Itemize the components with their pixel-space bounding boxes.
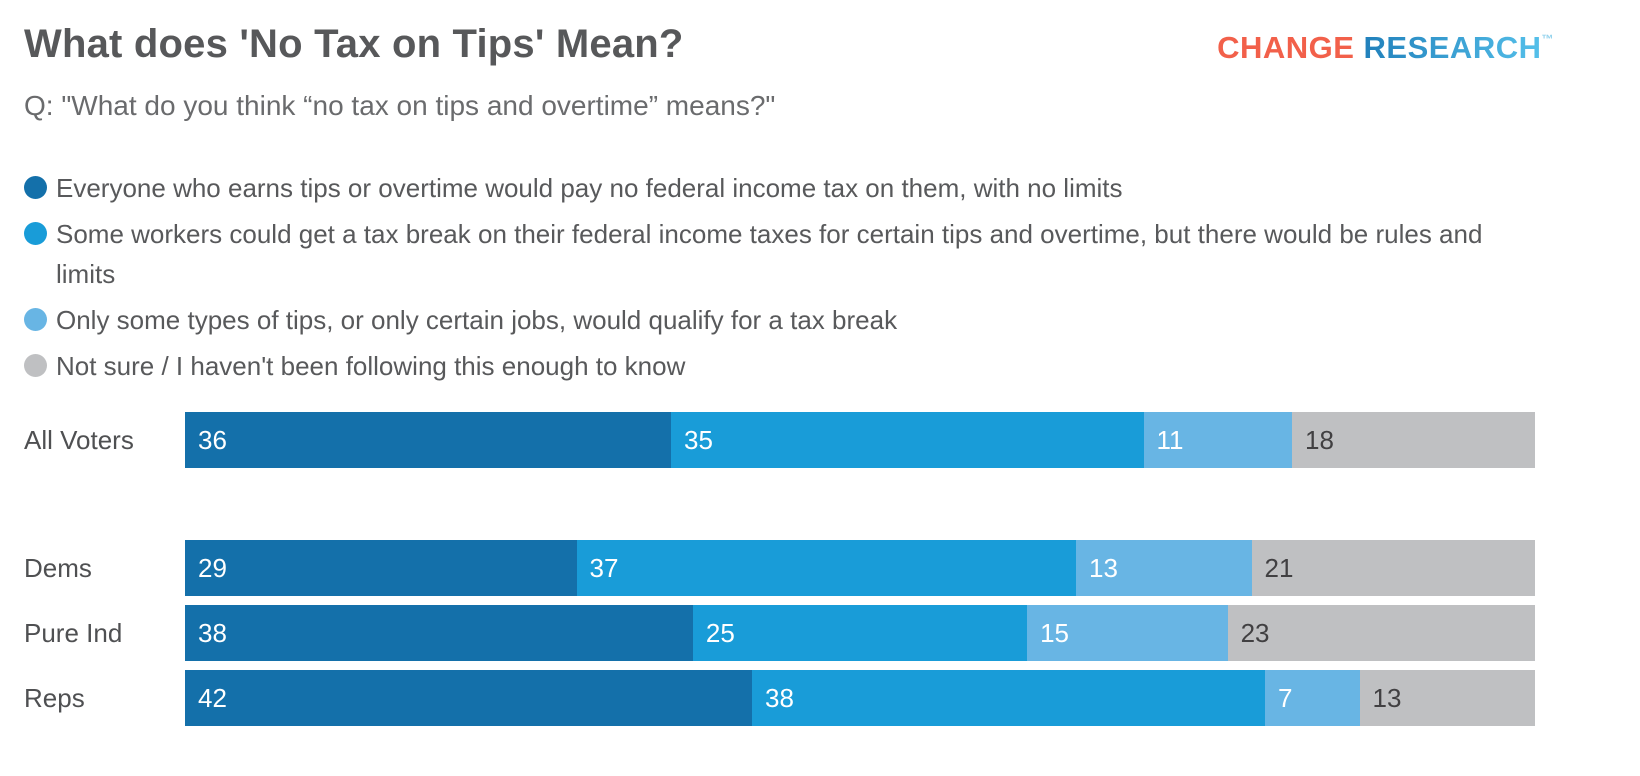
bar-value-label: 35 — [684, 424, 713, 455]
bar-value-label: 25 — [705, 617, 735, 648]
bar-value-label: 21 — [1264, 552, 1294, 583]
bar-segment: 23 — [1227, 605, 1535, 661]
bar-segment: 13 — [1076, 540, 1252, 596]
legend-item-3: Only some types of tips, or only certain… — [24, 300, 1524, 340]
bar-row-pure-ind: Pure Ind 38 25 15 23 — [24, 605, 1616, 661]
bar-row-reps: Reps 42 38 7 13 — [24, 670, 1616, 726]
bar-value-label: 38 — [198, 617, 227, 648]
bar-segment: 38 — [185, 605, 693, 661]
legend-bullet-icon — [24, 354, 47, 377]
legend-label: Only some types of tips, or only certain… — [56, 305, 898, 335]
bar-segment: 7 — [1265, 670, 1360, 726]
header: What does 'No Tax on Tips' Mean? CHANGE … — [24, 22, 1616, 66]
bar-value-label: 11 — [1156, 424, 1184, 455]
chart-legend: Everyone who earns tips or overtime woul… — [24, 168, 1616, 386]
bar-segment: 36 — [185, 412, 671, 468]
bar-segment: 13 — [1359, 670, 1535, 726]
infographic-page: What does 'No Tax on Tips' Mean? CHANGE … — [24, 22, 1616, 726]
legend-label: Some workers could get a tax break on th… — [56, 219, 1483, 289]
stacked-bar: 38 25 15 23 — [185, 605, 1535, 661]
bar-value-label: 37 — [589, 552, 619, 583]
legend-label: Not sure / I haven't been following this… — [56, 351, 686, 381]
bar-segment: 18 — [1292, 412, 1535, 468]
bar-segment: 37 — [576, 540, 1076, 596]
bar-segment: 29 — [185, 540, 577, 596]
logo-research-text: RESEARCH — [1354, 30, 1542, 65]
legend-bullet-icon — [24, 176, 47, 199]
legend-label: Everyone who earns tips or overtime woul… — [56, 173, 1123, 203]
category-label: All Voters — [24, 424, 134, 455]
category-label: Pure Ind — [24, 617, 123, 648]
legend-bullet-icon — [24, 222, 47, 245]
question-subtitle: Q: "What do you think “no tax on tips an… — [24, 90, 776, 121]
stacked-bar: 42 38 7 13 — [185, 670, 1535, 726]
bar-segment: 35 — [671, 412, 1144, 468]
bar-value-label: 13 — [1089, 552, 1118, 583]
legend-item-2: Some workers could get a tax break on th… — [24, 214, 1524, 294]
bar-value-label: 15 — [1040, 617, 1069, 648]
legend-bullet-icon — [24, 308, 47, 331]
legend-item-4: Not sure / I haven't been following this… — [24, 346, 1524, 386]
bar-value-label: 42 — [198, 682, 227, 713]
category-label: Reps — [24, 682, 85, 713]
stacked-bar: 29 37 13 21 — [185, 540, 1535, 596]
bar-segment: 38 — [752, 670, 1265, 726]
bar-row-dems: Dems 29 37 13 21 — [24, 540, 1616, 596]
change-research-logo: CHANGE RESEARCH™ — [1217, 30, 1554, 66]
logo-change-text: CHANGE — [1217, 30, 1355, 65]
category-label: Dems — [24, 552, 92, 583]
stacked-bar-chart: All Voters 36 35 11 18 Dems 29 37 13 21 Pure Ind 38… — [24, 412, 1616, 726]
bar-value-label: 38 — [765, 682, 794, 713]
bar-segment: 11 — [1143, 412, 1292, 468]
bar-value-label: 18 — [1305, 424, 1334, 455]
bar-value-label: 36 — [198, 424, 227, 455]
bar-row-all-voters: All Voters 36 35 11 18 — [24, 412, 1616, 468]
bar-value-label: 29 — [198, 552, 227, 583]
page-title: What does 'No Tax on Tips' Mean? — [24, 22, 684, 66]
bar-segment: 21 — [1251, 540, 1535, 596]
trademark-symbol: ™ — [1541, 32, 1554, 46]
bar-segment: 42 — [185, 670, 752, 726]
bar-value-label: 7 — [1278, 682, 1293, 713]
legend-item-1: Everyone who earns tips or overtime woul… — [24, 168, 1524, 208]
bar-value-label: 13 — [1372, 682, 1402, 713]
bar-value-label: 23 — [1240, 617, 1270, 648]
bar-segment: 25 — [692, 605, 1028, 661]
stacked-bar: 36 35 11 18 — [185, 412, 1535, 468]
bar-segment: 15 — [1027, 605, 1228, 661]
